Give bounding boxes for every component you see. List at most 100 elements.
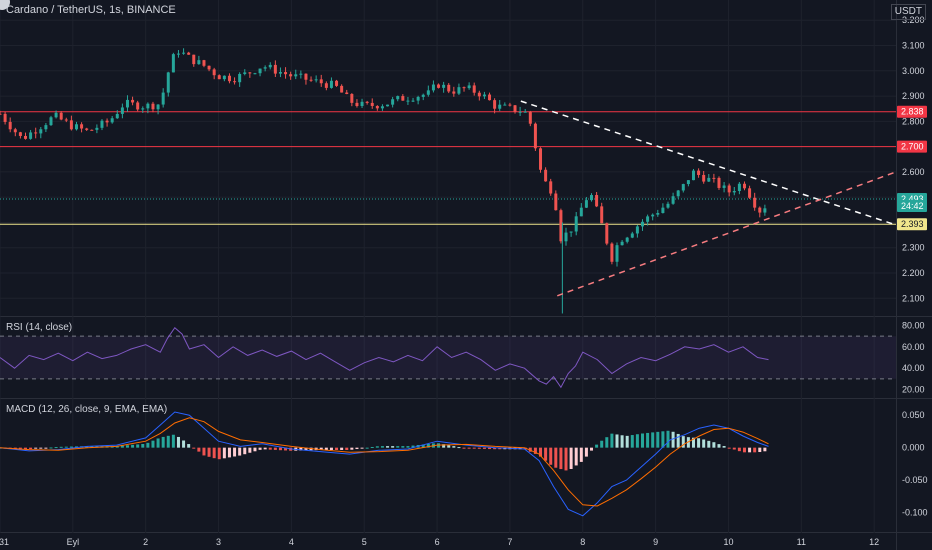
- candle-body: [584, 200, 588, 208]
- candle-body: [171, 54, 175, 73]
- macd-histogram-bar: [136, 444, 140, 448]
- macd-histogram-bar: [620, 435, 624, 448]
- price-axis-badge: [897, 200, 927, 213]
- macd-histogram-bar: [396, 446, 400, 448]
- candle-body: [69, 120, 73, 130]
- candle-body: [156, 104, 160, 110]
- candle-body: [518, 111, 522, 113]
- candle-body: [697, 170, 701, 175]
- macd-histogram-bar: [125, 445, 129, 448]
- macd-histogram-bar: [90, 446, 94, 448]
- macd-histogram-bar: [248, 447, 252, 453]
- candle-body: [462, 87, 466, 89]
- candle-body: [753, 197, 757, 208]
- y-tick-label: 2.200: [902, 268, 925, 278]
- candle-body: [396, 96, 400, 100]
- macd-histogram-bar: [712, 442, 716, 448]
- currency-unit-button[interactable]: USDT: [890, 4, 926, 20]
- candle-body: [18, 132, 22, 136]
- price-axis-badge-text: 2.700: [901, 142, 924, 152]
- candle-body: [39, 129, 43, 134]
- y-tick-label: 2.300: [902, 243, 925, 253]
- macd-histogram-bar: [304, 447, 308, 451]
- macd-histogram-bar: [187, 444, 191, 448]
- macd-histogram-bar: [640, 433, 644, 448]
- candle-body: [707, 177, 711, 182]
- candle-body: [284, 72, 288, 75]
- macd-histogram-bar: [595, 444, 599, 448]
- y-tick-label: 2.900: [902, 91, 925, 101]
- macd-histogram-bar: [176, 436, 180, 448]
- macd-histogram-bar: [686, 437, 690, 448]
- candle-body: [136, 102, 140, 110]
- candle-body: [80, 124, 84, 129]
- macd-histogram-bar: [146, 442, 150, 448]
- macd-histogram-bar: [737, 447, 741, 452]
- macd-histogram-bar: [182, 440, 186, 448]
- candle-body: [74, 124, 78, 130]
- candle-body: [722, 185, 726, 188]
- candle-body: [263, 67, 267, 69]
- macd-histogram-bar: [477, 447, 481, 449]
- candle-body: [222, 75, 226, 80]
- candle-body: [289, 74, 293, 77]
- candle-body: [533, 123, 537, 149]
- macd-histogram-bar: [18, 447, 22, 449]
- macd-histogram-bar: [411, 445, 415, 448]
- candle-body: [549, 181, 553, 194]
- macd-histogram-bar: [233, 447, 237, 457]
- candle-body: [523, 111, 527, 113]
- candle-body: [125, 99, 129, 108]
- macd-histogram-bar: [115, 446, 119, 448]
- candle-body: [120, 107, 124, 114]
- macd-histogram-bar: [697, 438, 701, 448]
- macd-histogram-bar: [590, 447, 594, 451]
- candle-body: [452, 91, 456, 94]
- macd-histogram-bar: [406, 446, 410, 448]
- candle-body: [702, 174, 706, 182]
- candle-body: [564, 232, 568, 242]
- macd-histogram-bar: [299, 447, 303, 451]
- macd-histogram-bar: [702, 439, 706, 448]
- macd-histogram-bar: [59, 446, 63, 448]
- candle-body: [681, 184, 685, 191]
- macd-histogram-bar: [753, 447, 757, 453]
- candle-body: [207, 65, 211, 70]
- candle-body: [64, 119, 68, 121]
- y-tick-label: 2.800: [902, 116, 925, 126]
- candle-body: [610, 243, 614, 262]
- candle-body: [748, 188, 752, 198]
- candle-body: [559, 210, 563, 242]
- macd-histogram-bar: [681, 436, 685, 448]
- candle-body: [238, 73, 242, 83]
- macd-histogram-bar: [452, 446, 456, 448]
- macd-histogram-bar: [141, 443, 145, 448]
- price-axis-badge-text: 24:42: [901, 201, 924, 211]
- candle-body: [182, 52, 186, 54]
- candle-body: [314, 79, 318, 81]
- candle-body: [54, 112, 58, 118]
- candle-body: [335, 80, 339, 86]
- x-tick-label: 9: [653, 537, 658, 547]
- price-axis-badge-text: 2.393: [901, 219, 924, 229]
- candle-body: [233, 81, 237, 83]
- candle-body: [671, 196, 675, 204]
- macd-histogram-bar: [554, 447, 558, 468]
- macd-histogram-bar: [671, 431, 675, 448]
- candle-body: [554, 193, 558, 211]
- candle-body: [498, 104, 502, 109]
- candle-body: [513, 105, 517, 112]
- candle-body: [202, 60, 206, 66]
- candle-body: [651, 214, 655, 217]
- candle-body: [309, 79, 313, 81]
- macd-histogram-bar: [156, 438, 160, 448]
- candle-body: [763, 208, 767, 213]
- macd-histogram-bar: [13, 447, 17, 449]
- macd-histogram-bar: [691, 437, 695, 448]
- candle-body: [360, 101, 364, 107]
- macd-histogram-bar: [656, 431, 660, 448]
- candle-body: [248, 72, 252, 74]
- macd-histogram-bar: [340, 447, 344, 450]
- candle-body: [488, 94, 492, 101]
